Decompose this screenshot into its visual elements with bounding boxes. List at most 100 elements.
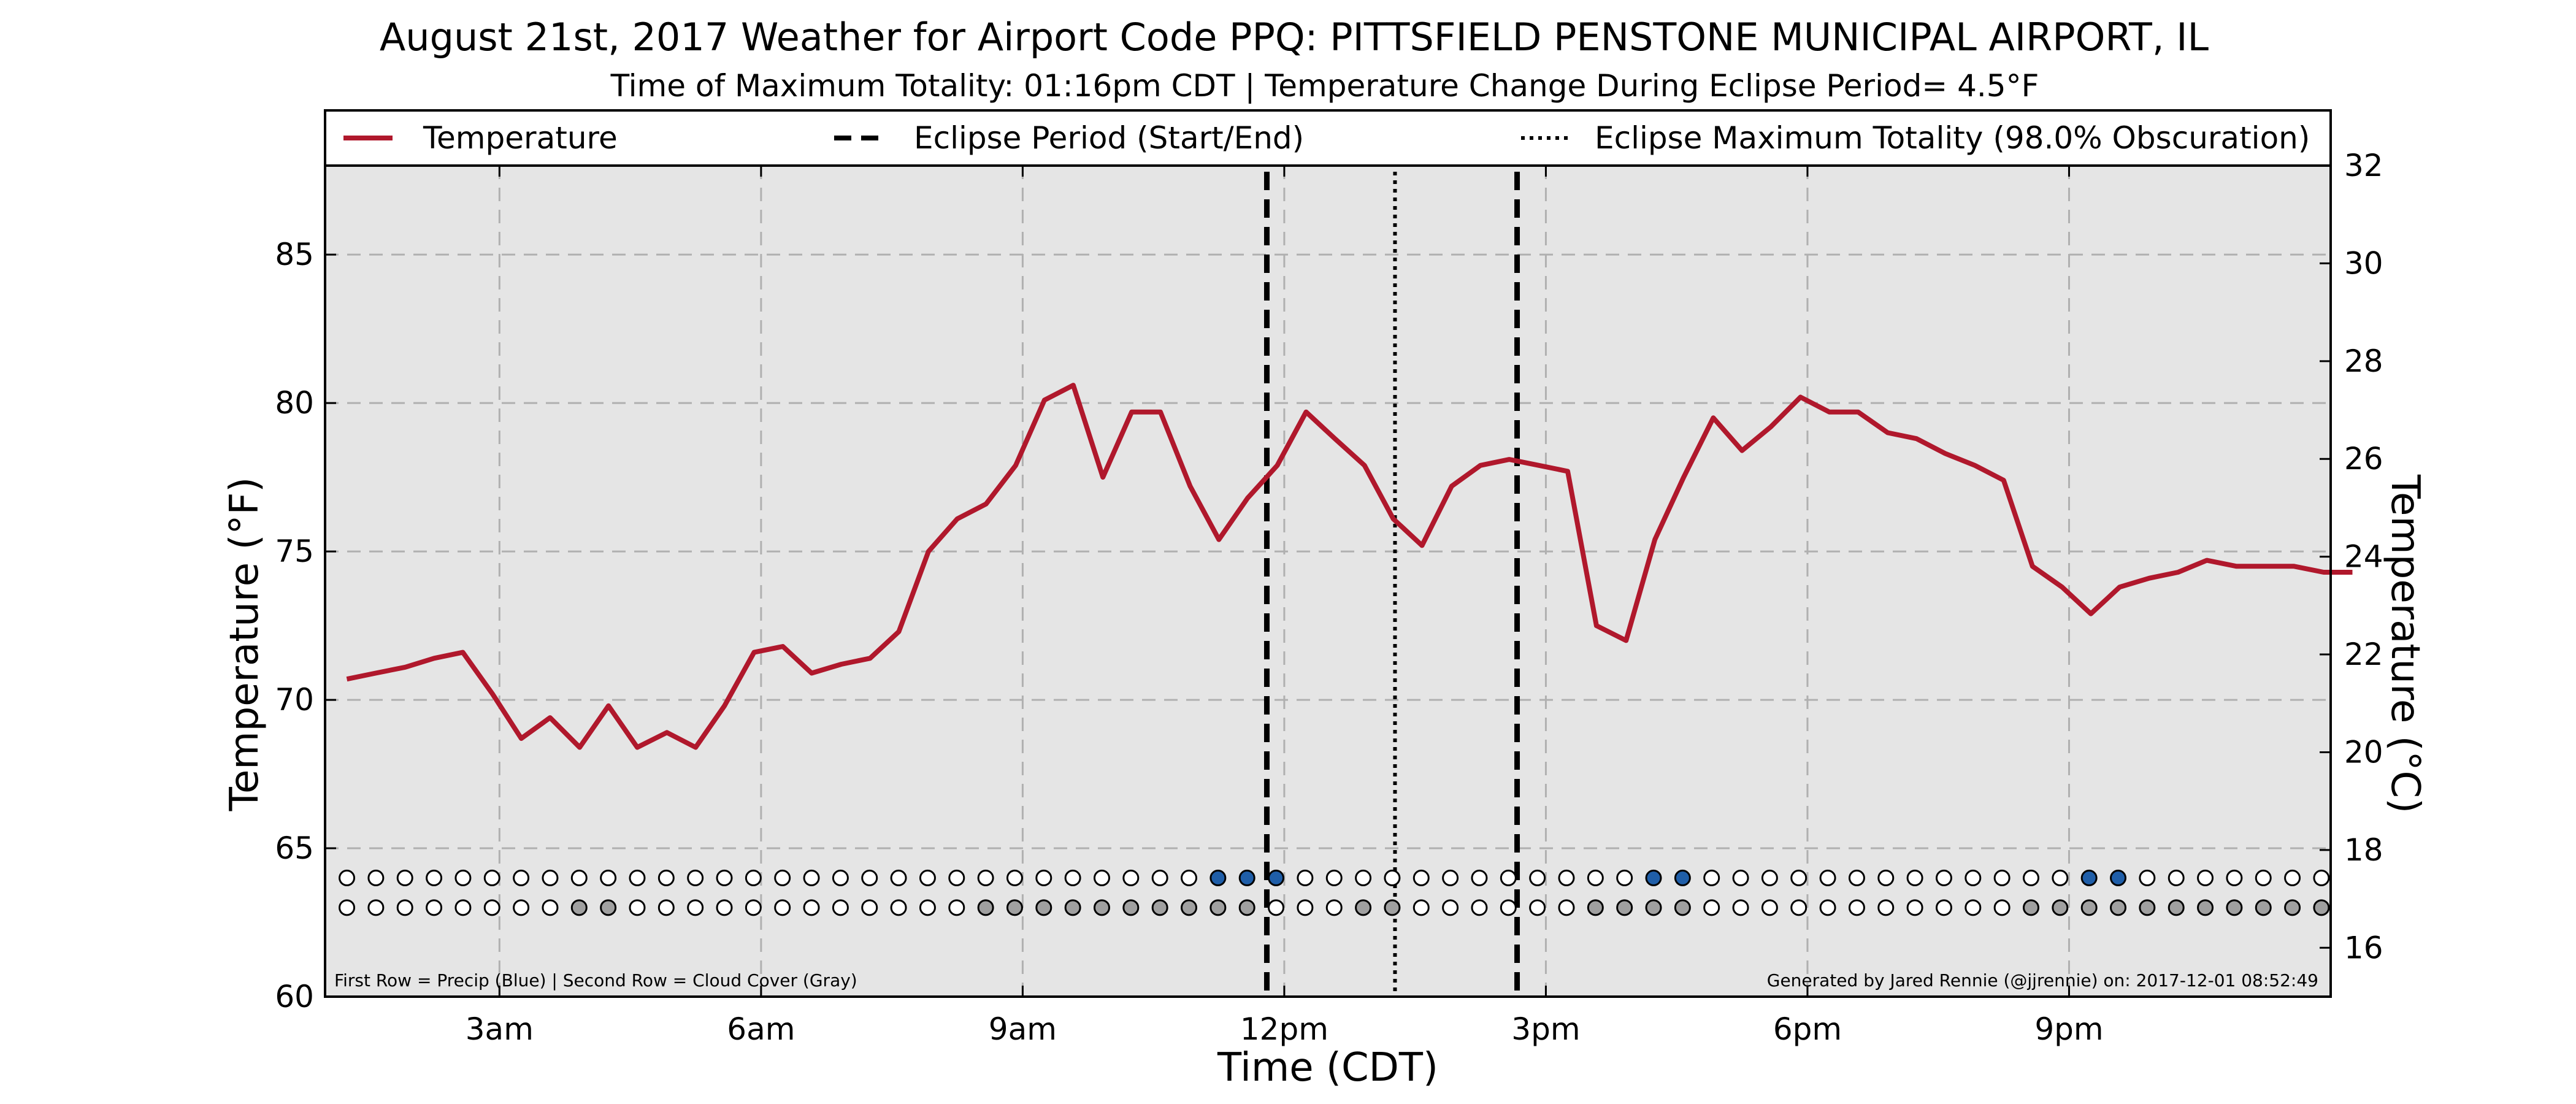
precip-dot [2226, 869, 2243, 886]
precip-dot [1761, 869, 1778, 886]
cloud-dot [1268, 899, 1285, 916]
footnote-left: First Row = Precip (Blue) | Second Row =… [334, 970, 857, 991]
precip-dot [1993, 869, 2011, 886]
cloud-dot [1500, 899, 1517, 916]
cloud-dot [1703, 899, 1720, 916]
cloud-dot [1761, 899, 1778, 916]
chart-title: August 21st, 2017 Weather for Airport Co… [380, 15, 2209, 59]
precip-dot [1268, 869, 1285, 886]
cloud-dot [2022, 899, 2039, 916]
cloud-dot [1413, 899, 1430, 916]
precip-dot [1616, 869, 1633, 886]
cloud-dot [1848, 899, 1865, 916]
cloud-dot [483, 899, 500, 916]
precip-dot [657, 869, 675, 886]
y-right-tick-label: 28 [2344, 343, 2383, 379]
precip-dot [1965, 869, 1982, 886]
y-axis-right-label: Temperature (°C) [2382, 474, 2428, 813]
precip-dot [396, 869, 413, 886]
temperature-line [346, 383, 2353, 750]
legend-label: Eclipse Maximum Totality (98.0% Obscurat… [1595, 120, 2310, 156]
precip-dot [1355, 869, 1372, 886]
y-right-tick-label: 20 [2344, 734, 2383, 770]
cloud-dot [1181, 899, 1198, 916]
precip-dot [2284, 869, 2301, 886]
chart-subtitle: Time of Maximum Totality: 01:16pm CDT | … [610, 68, 2039, 104]
cloud-dot [1819, 899, 1836, 916]
precip-dot [2139, 869, 2156, 886]
legend-box [324, 109, 2332, 167]
cloud-dot [803, 899, 820, 916]
cloud-dot [1325, 899, 1343, 916]
precip-dot [2255, 869, 2272, 886]
precip-dot [483, 869, 500, 886]
precip-dot [1819, 869, 1836, 886]
cloud-dot [1442, 899, 1459, 916]
cloud-dot [1006, 899, 1023, 916]
cloud-dot [687, 899, 704, 916]
y-right-tick-label: 24 [2344, 539, 2383, 575]
precip-dot [1732, 869, 1749, 886]
plot-background [325, 166, 2331, 997]
precip-dot [1006, 869, 1023, 886]
x-tick-label: 3am [466, 1011, 534, 1047]
precip-dot [1848, 869, 1865, 886]
x-tick-label: 12pm [1240, 1011, 1328, 1047]
y-right-tick-label: 26 [2344, 441, 2383, 477]
x-tick-label: 3pm [1511, 1011, 1580, 1047]
cloud-dot [1529, 899, 1546, 916]
cloud-dot [2168, 899, 2185, 916]
y-right-tick-label: 30 [2344, 245, 2383, 281]
precip-dot [2197, 869, 2214, 886]
precip-dot [1238, 869, 1255, 886]
cloud-dot [890, 899, 907, 916]
precip-dot [2168, 869, 2185, 886]
y-right-tick-label: 16 [2344, 930, 2383, 965]
cloud-dot [1877, 899, 1895, 916]
cloud-dot [1965, 899, 1982, 916]
precip-dot [890, 869, 907, 886]
precip-dot [1587, 869, 1604, 886]
y-right-tick-label: 22 [2344, 637, 2383, 672]
cloud-dot [977, 899, 994, 916]
cloud-dot [2255, 899, 2272, 916]
cloud-dot [1238, 899, 1255, 916]
x-tick-label: 9am [989, 1011, 1057, 1047]
cloud-dot [367, 899, 385, 916]
cloud-dot [1093, 899, 1110, 916]
precip-dot [513, 869, 530, 886]
precip-dot [1442, 869, 1459, 886]
precip-dot [1558, 869, 1575, 886]
cloud-dot [1993, 899, 2011, 916]
precip-dot [542, 869, 559, 886]
precip-dot [1674, 869, 1691, 886]
precip-dot [1500, 869, 1517, 886]
precip-dot [426, 869, 443, 886]
cloud-dot [2197, 899, 2214, 916]
precip-dot [803, 869, 820, 886]
cloud-dot [1790, 899, 1807, 916]
cloud-dot [832, 899, 849, 916]
precip-dot [919, 869, 936, 886]
footnote-right: Generated by Jared Rennie (@jjrennie) on… [1767, 970, 2318, 991]
cloud-dot [426, 899, 443, 916]
y-tick-label: 75 [275, 534, 314, 569]
precip-dot [1877, 869, 1895, 886]
cloud-dot [339, 899, 356, 916]
y-tick-label: 65 [275, 830, 314, 866]
cloud-dot [1151, 899, 1168, 916]
precip-dot [1297, 869, 1314, 886]
precip-dot [1181, 869, 1198, 886]
precip-dot [948, 869, 965, 886]
cloud-dot [948, 899, 965, 916]
precip-dot [1151, 869, 1168, 886]
precip-dot [629, 869, 646, 886]
cloud-dot [774, 899, 791, 916]
cloud-dot [1587, 899, 1604, 916]
cloud-dot [2110, 899, 2127, 916]
precip-dot [339, 869, 356, 886]
precip-dot [367, 869, 385, 886]
precip-dot [832, 869, 849, 886]
plot-area: 3am 6am 9am 12pm 3pm 6pm 9pm 60 65 70 75 80 85 16 18 20… [275, 148, 2383, 1047]
precip-dot [570, 869, 588, 886]
